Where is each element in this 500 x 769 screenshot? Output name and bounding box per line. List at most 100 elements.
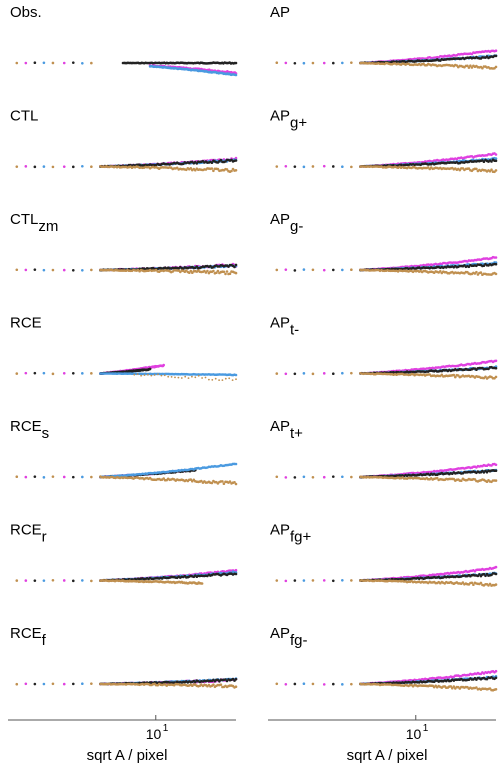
panel-2: CTL xyxy=(10,108,238,173)
data-point xyxy=(62,682,66,686)
series-black xyxy=(121,61,238,65)
panel-title: Obs. xyxy=(10,4,42,21)
data-point xyxy=(302,372,306,375)
data-point xyxy=(350,475,353,479)
data-point xyxy=(494,565,498,569)
data-point xyxy=(234,263,238,267)
data-point xyxy=(225,168,229,171)
data-point xyxy=(490,168,493,171)
panel-8: RCEs xyxy=(10,418,238,486)
data-point xyxy=(62,165,66,168)
data-point xyxy=(51,165,55,169)
data-point xyxy=(180,377,183,379)
data-point xyxy=(210,167,214,170)
data-point xyxy=(33,371,37,375)
data-point xyxy=(341,578,344,582)
data-point xyxy=(284,164,288,168)
data-point xyxy=(71,61,75,64)
data-point xyxy=(42,682,46,686)
data-point xyxy=(90,682,93,685)
series-tan xyxy=(99,165,238,173)
data-point xyxy=(212,269,215,273)
data-point xyxy=(24,579,28,582)
data-point xyxy=(33,475,37,478)
panel-title-subscript: g+ xyxy=(290,115,307,132)
data-point xyxy=(481,66,484,70)
panel-title-subscript: zm xyxy=(38,218,58,235)
panel-1: AP xyxy=(270,4,498,70)
data-point xyxy=(322,372,326,375)
data-point xyxy=(148,367,152,371)
data-point xyxy=(494,159,498,163)
data-point xyxy=(177,376,180,379)
panel-title: CTLzm xyxy=(10,211,58,235)
data-point xyxy=(224,377,227,380)
data-point xyxy=(234,685,238,688)
data-point xyxy=(228,377,231,380)
panel-title-subscript: fg+ xyxy=(290,529,312,546)
data-point xyxy=(234,169,238,172)
panel-title: APt+ xyxy=(270,418,303,442)
panel-title-subscript: t- xyxy=(290,322,299,339)
data-point xyxy=(494,572,498,576)
data-point xyxy=(311,165,315,168)
data-point xyxy=(293,476,297,479)
panel-title: APg+ xyxy=(270,108,307,132)
data-point xyxy=(15,579,19,582)
data-point xyxy=(284,476,288,479)
data-point xyxy=(33,579,37,582)
data-point xyxy=(62,268,66,272)
data-point xyxy=(231,379,234,381)
data-point xyxy=(189,167,193,170)
data-point xyxy=(350,165,353,169)
data-point xyxy=(311,268,315,272)
data-point xyxy=(331,268,335,272)
data-point xyxy=(228,272,232,276)
data-point xyxy=(218,379,221,381)
data-point xyxy=(214,377,217,380)
data-point xyxy=(221,379,224,381)
data-point xyxy=(341,371,344,375)
panel-title: APfg+ xyxy=(270,522,312,546)
panel-title: CTL xyxy=(10,108,38,125)
series-tan xyxy=(359,165,498,174)
data-point xyxy=(293,165,297,168)
data-point xyxy=(234,373,238,377)
data-point xyxy=(322,579,326,582)
data-point xyxy=(150,374,153,377)
data-point xyxy=(234,462,238,466)
data-point xyxy=(81,682,84,685)
data-point xyxy=(284,61,288,65)
data-point xyxy=(194,376,197,379)
data-point xyxy=(494,583,498,586)
panel-title: APt- xyxy=(270,315,299,339)
data-point xyxy=(311,475,315,479)
data-point xyxy=(200,582,204,585)
data-point xyxy=(284,372,288,376)
panel-7: APt- xyxy=(270,315,498,380)
data-point xyxy=(293,61,297,65)
series-tan xyxy=(99,475,238,486)
data-point xyxy=(322,164,326,168)
data-point xyxy=(350,371,353,375)
data-point xyxy=(302,475,306,479)
data-point xyxy=(341,683,344,686)
data-point xyxy=(33,61,37,64)
data-point xyxy=(24,268,28,272)
data-point xyxy=(62,61,66,65)
data-point xyxy=(51,682,55,686)
data-point xyxy=(174,376,176,379)
data-point xyxy=(233,265,236,269)
series-blue xyxy=(99,462,238,479)
data-point xyxy=(71,268,75,272)
data-point xyxy=(15,475,19,479)
series-tan xyxy=(359,61,498,70)
data-point xyxy=(15,268,19,272)
data-point xyxy=(331,61,335,65)
data-point xyxy=(184,375,187,378)
data-point xyxy=(302,165,306,169)
data-point xyxy=(216,167,220,171)
data-point xyxy=(71,165,75,169)
series-blue xyxy=(148,64,238,77)
data-point xyxy=(212,683,215,686)
